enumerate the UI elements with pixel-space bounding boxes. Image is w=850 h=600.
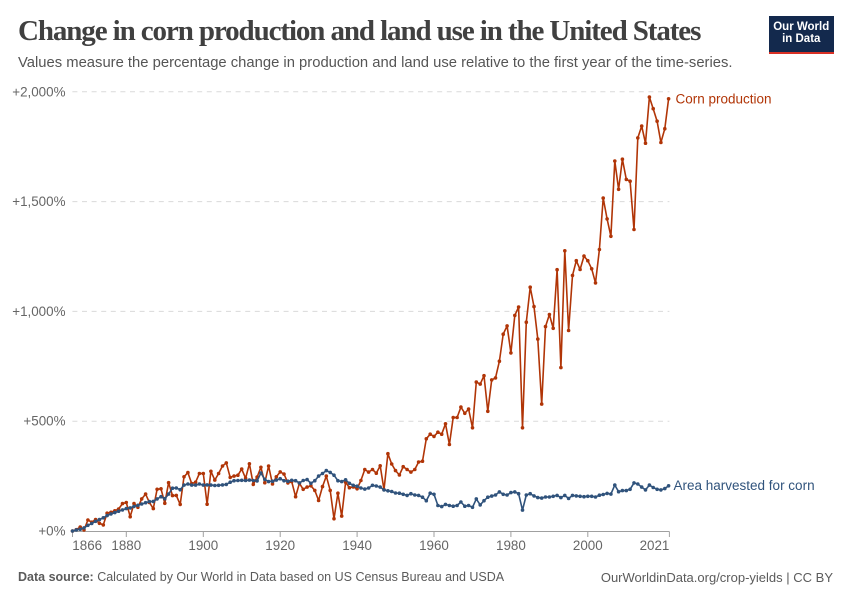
svg-text:1900: 1900 (188, 538, 218, 553)
svg-text:1866: 1866 (72, 538, 102, 553)
svg-text:2000: 2000 (573, 538, 603, 553)
svg-text:+500%: +500% (23, 414, 65, 429)
svg-text:Area harvested for corn: Area harvested for corn (674, 478, 815, 493)
svg-text:+1,500%: +1,500% (12, 194, 65, 209)
svg-text:1880: 1880 (111, 538, 141, 553)
svg-text:+0%: +0% (38, 524, 65, 539)
svg-text:1940: 1940 (342, 538, 372, 553)
svg-text:1920: 1920 (265, 538, 295, 553)
svg-text:1980: 1980 (496, 538, 526, 553)
svg-text:+2,000%: +2,000% (12, 84, 65, 99)
svg-text:2021: 2021 (640, 538, 670, 553)
svg-text:+1,000%: +1,000% (12, 304, 65, 319)
svg-text:1960: 1960 (419, 538, 449, 553)
svg-text:Corn production: Corn production (676, 92, 772, 107)
